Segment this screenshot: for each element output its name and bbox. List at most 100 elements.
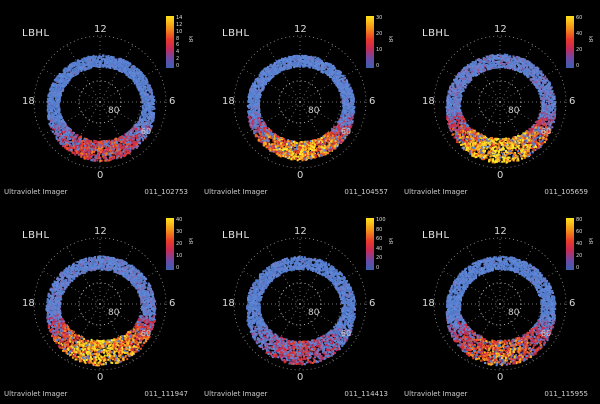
colorbar-tick-label: 0: [376, 265, 380, 271]
colorbar-unit: kR: [387, 36, 393, 43]
auroral-panel: LBHL 12 18 6 0 80 60 100 80 60 40 20 0 kR Ultraviolet …: [200, 202, 400, 404]
mlt-label-0: 0: [497, 170, 504, 181]
mlt-meridian: [242, 101, 301, 136]
colorbar-tick-label: 12: [176, 21, 183, 28]
latitude-label-80: 80: [308, 106, 320, 116]
instrument-label: Ultraviolet Imager: [404, 188, 468, 196]
mlt-meridian: [66, 101, 101, 160]
mlt-meridian: [99, 44, 134, 103]
band-label: LBHL: [422, 28, 450, 39]
colorbar-unit: kR: [587, 238, 593, 245]
latitude-label-80: 80: [508, 308, 520, 318]
mlt-label-6: 6: [169, 298, 176, 309]
colorbar-tick-label: 0: [376, 63, 380, 69]
mlt-meridian: [242, 68, 301, 103]
polar-plot: [233, 35, 367, 169]
mlt-label-18: 18: [222, 96, 235, 107]
latitude-circle: [33, 237, 167, 371]
latitude-circle: [233, 35, 367, 169]
mlt-meridian: [299, 303, 358, 338]
colorbar: [366, 218, 374, 270]
colorbar-tick-label: 60: [576, 229, 583, 235]
mlt-label-6: 6: [569, 96, 576, 107]
mlt-label-0: 0: [297, 372, 304, 383]
colorbar-tick-label: 14: [176, 15, 183, 21]
colorbar-tick-label: 60: [376, 236, 383, 243]
colorbar-tick-label: 0: [176, 265, 180, 271]
mlt-meridian: [442, 101, 501, 136]
mlt-meridian: [266, 246, 301, 305]
instrument-label: Ultraviolet Imager: [404, 390, 468, 398]
instrument-label: Ultraviolet Imager: [4, 390, 68, 398]
auroral-oval: [445, 255, 557, 367]
mlt-label-12: 12: [494, 226, 507, 237]
band-label: LBHL: [222, 230, 250, 241]
colorbar-unit: kR: [387, 238, 393, 245]
mlt-label-6: 6: [369, 96, 376, 107]
mlt-label-12: 12: [494, 24, 507, 35]
colorbar: [566, 218, 574, 270]
auroral-panel: LBHL 12 18 6 0 80 60 40 30 20 10 0 kR Ultraviolet Ima…: [0, 202, 200, 404]
polar-plot: [433, 237, 567, 371]
instrument-label: Ultraviolet Imager: [4, 188, 68, 196]
mlt-meridian: [299, 101, 358, 136]
latitude-label-60: 60: [540, 329, 552, 339]
mlt-label-6: 6: [369, 298, 376, 309]
mlt-label-0: 0: [497, 372, 504, 383]
mlt-meridian: [242, 303, 301, 338]
mlt-meridian: [266, 101, 301, 160]
colorbar: [366, 16, 374, 68]
auroral-panel: LBHL 12 18 6 0 80 60 30 20 10 0 kR Ultraviolet Image…: [200, 0, 400, 202]
mlt-meridian: [299, 246, 334, 305]
colorbar-tick-label: 4: [176, 49, 180, 56]
colorbar-tick-label: 2: [176, 56, 180, 63]
latitude-label-80: 80: [308, 308, 320, 318]
latitude-label-60: 60: [540, 127, 552, 137]
instrument-label: Ultraviolet Imager: [204, 188, 268, 196]
mlt-meridian: [466, 44, 501, 103]
colorbar-unit: kR: [187, 36, 193, 43]
colorbar-tick-label: 40: [576, 241, 583, 247]
instrument-label: Ultraviolet Imager: [204, 390, 268, 398]
polar-plot: [33, 35, 167, 169]
mlt-label-18: 18: [22, 298, 35, 309]
auroral-panel: LBHL 12 18 6 0 80 60 80 60 40 20 0 kR Ultraviolet Ima…: [400, 202, 600, 404]
colorbar-tick-label: 8: [176, 35, 180, 42]
mlt-meridian: [99, 246, 134, 305]
latitude-label-80: 80: [108, 308, 120, 318]
latitude-label-60: 60: [340, 127, 352, 137]
mlt-meridian: [299, 68, 358, 103]
mlt-label-12: 12: [294, 24, 307, 35]
mlt-label-12: 12: [94, 24, 107, 35]
band-label: LBHL: [222, 28, 250, 39]
colorbar: [166, 218, 174, 270]
mlt-label-6: 6: [569, 298, 576, 309]
colorbar-tick-label: 0: [576, 265, 580, 271]
image-timestamp: 011_111947: [144, 390, 188, 398]
colorbar-tick-label: 0: [576, 63, 580, 69]
mlt-meridian: [266, 303, 301, 362]
mlt-meridian: [242, 270, 301, 305]
mlt-meridian: [42, 101, 101, 136]
colorbar-tick-label: 20: [576, 47, 583, 53]
colorbar-tick-label: 60: [576, 15, 583, 21]
auroral-panel: LBHL 12 18 6 0 80 60 60 40 20 0 kR Ultraviolet Image…: [400, 0, 600, 202]
mlt-meridian: [442, 270, 501, 305]
colorbar-tick-label: 20: [176, 241, 183, 247]
mlt-meridian: [42, 68, 101, 103]
mlt-meridian: [99, 101, 158, 136]
latitude-circle: [433, 237, 567, 371]
auroral-oval: [445, 53, 557, 164]
mlt-label-18: 18: [422, 298, 435, 309]
mlt-meridian: [99, 270, 158, 305]
mlt-meridian: [499, 303, 534, 362]
polar-plot: [233, 237, 367, 371]
mlt-meridian: [466, 101, 501, 160]
colorbar: [166, 16, 174, 68]
auroral-oval: [246, 54, 356, 162]
mlt-meridian: [42, 270, 101, 305]
colorbar-tick-label: 30: [376, 15, 383, 21]
colorbar-tick-label: 20: [376, 255, 383, 262]
mlt-label-18: 18: [422, 96, 435, 107]
